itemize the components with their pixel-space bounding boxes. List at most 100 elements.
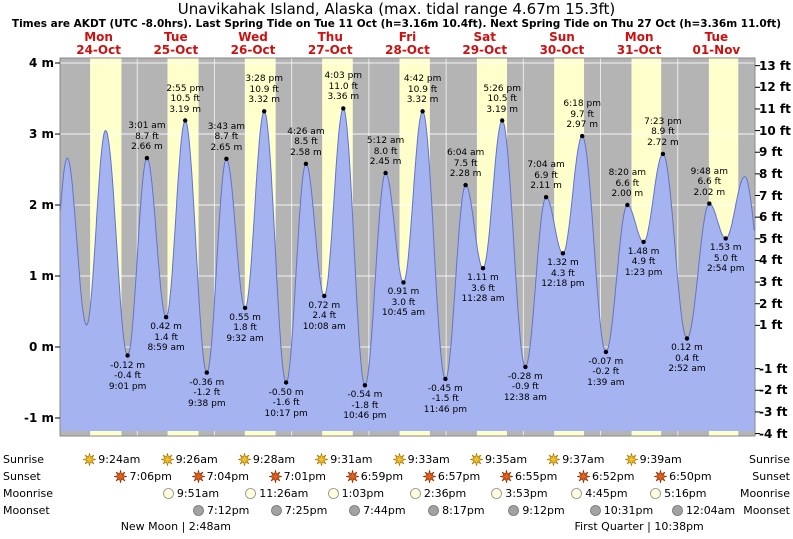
tide-extremum-dot [125,353,130,358]
y-axis-label-right: -3 ft [759,404,788,419]
tide-annotation-low: 1.48 m 4.9 ft 1:23 pm [612,247,676,279]
time-label: 7:01pm [283,470,327,483]
tide-annotation-high: 6:18 pm 9.7 ft 2.97 m [550,99,614,131]
annotation-line: 3.0 ft [391,297,416,308]
annotation-line: 4.3 ft [551,268,575,279]
annotation-line: 10.5 ft [487,94,517,104]
annotation-line: 11.0 ft [328,81,359,92]
tide-extremum-dot [183,118,188,123]
tide-annotation-high: 7:04 am 6.9 ft 2.11 m [514,160,578,192]
annotation-line: 5:12 am [366,136,405,147]
annotation-line: 1.32 m [547,258,579,269]
y-axis-label-left: 0 m [28,340,54,354]
tide-annotation-low: -0.45 m -1.5 ft 11:46 pm [413,384,477,416]
tide-annotation-low: 0.12 m 0.4 ft 2:52 am [655,343,719,375]
time-label: 7:12pm [207,504,250,517]
tide-annotation-low: 1.32 m 4.3 ft 12:18 pm [531,258,595,290]
sunrise-row-label-left: Sunrise [3,453,45,466]
tide-annotation-high: 4:26 am 8.5 ft 2.58 m [274,127,338,159]
day-of-week: Wed [238,30,268,44]
annotation-line: 10:46 pm [343,411,387,422]
annotation-line: 2.00 m [611,189,644,199]
moonrise-icon [163,488,174,499]
annotation-line: 7:23 pm [644,116,682,127]
annotation-line: 1.53 m [709,243,742,254]
sunset-icon [577,470,590,483]
time-label: 9:31am [330,453,373,466]
tide-annotation-high: 2:55 pm 10.5 ft 3.19 m [153,84,217,116]
moonset-entry: 10:31pm [589,503,653,518]
tide-extremum-dot [341,106,346,111]
tide-extremum-dot [163,315,169,320]
y-axis-label-left: 1 m [28,269,54,283]
tide-area [60,108,755,432]
sunset-row-label-right: Sunset [752,470,790,483]
tide-extremum-dot [641,239,646,245]
sunrise-entry: 9:39am [624,452,682,467]
tide-annotation-high: 3:43 am 8.7 ft 2.65 m [194,122,258,154]
annotation-line: 9:01 pm [108,381,147,392]
moonrise-icon [491,488,503,499]
moonrise-icon [650,488,662,499]
sunrise-icon [624,453,638,466]
y-axis-label-right: 2 ft [759,296,783,311]
tide-annotation-low: 1.53 m 5.0 ft 2:54 pm [694,243,758,275]
annotation-line: 1:39 am [587,377,625,388]
annotation-line: 2.4 ft [312,311,337,322]
annotation-line: 6:18 pm [563,99,601,110]
tide-annotation-high: 4:03 pm 11.0 ft 3.36 m [311,71,375,103]
page-title: Unavikahak Island, Alaska (max. tidal ra… [177,0,616,18]
y-axis-label-left: 3 m [28,127,54,141]
annotation-line: 9:48 am [690,166,728,177]
annotation-line: -1.6 ft [272,398,300,408]
annotation-line: 11:46 pm [423,404,467,415]
moonrise-entry: 9:51am [162,486,219,501]
sunrise-entry: 9:26am [160,452,218,467]
time-label: 9:37am [562,453,605,466]
tide-extremum-dot [144,155,150,161]
day-of-week: Fri [398,30,417,44]
tide-extremum-dot [500,118,505,123]
annotation-line: 2.28 m [449,169,482,180]
sunrise-icon [160,453,174,466]
annotation-line: 3.32 m [248,95,281,106]
tide-extremum-dot [362,383,368,388]
time-label: 7:44pm [363,504,406,517]
annotation-line: 2.65 m [210,142,243,153]
day-label: Tue 01-Nov [678,31,754,57]
y-axis-label-left: -1 m [23,411,54,425]
annotation-line: 0.72 m [308,300,341,311]
annotation-line: 6.6 ft [615,178,640,189]
annotation-line: 2.02 m [693,187,726,198]
annotation-line: 3.6 ft [471,283,495,294]
annotation-line: 6.6 ft [697,177,722,188]
annotation-line: 3.36 m [327,92,360,103]
annotation-line: 12:18 pm [541,279,585,290]
annotation-line: 8:59 am [147,343,185,354]
tide-extremum-dot [383,170,388,176]
annotation-line: 10:08 am [302,321,346,332]
annotation-line: -0.9 ft [511,382,539,393]
annotation-line: -0.36 m [189,377,225,388]
day-date: 26-Oct [230,43,276,57]
time-label: 10:31pm [603,504,654,517]
tide-annotation-low: 0.42 m 1.4 ft 8:59 am [134,322,198,354]
time-label: 1:03pm [341,487,385,500]
y-axis-label-right: -2 ft [759,383,788,398]
tide-extremum-dot [420,109,425,114]
annotation-line: 4.9 ft [631,257,656,268]
chart-subtitle: Times are AKDT (UTC -8.0hrs). Last Sprin… [11,18,782,30]
y-axis-label-left: 2 m [28,198,54,212]
time-label: 9:12pm [522,504,565,517]
annotation-line: -0.45 m [427,383,463,394]
annotation-line: 3:43 am [207,121,246,132]
sunrise-entry: 9:33am [392,452,450,467]
tide-extremum-dot [242,305,248,311]
day-date: 25-Oct [153,43,199,57]
annotation-line: 1.48 m [627,246,660,257]
day-label: Tue 25-Oct [138,31,214,57]
tide-annotation-high: 9:48 am 6.6 ft 2.02 m [677,167,741,199]
annotation-line: 0.12 m [671,343,703,354]
